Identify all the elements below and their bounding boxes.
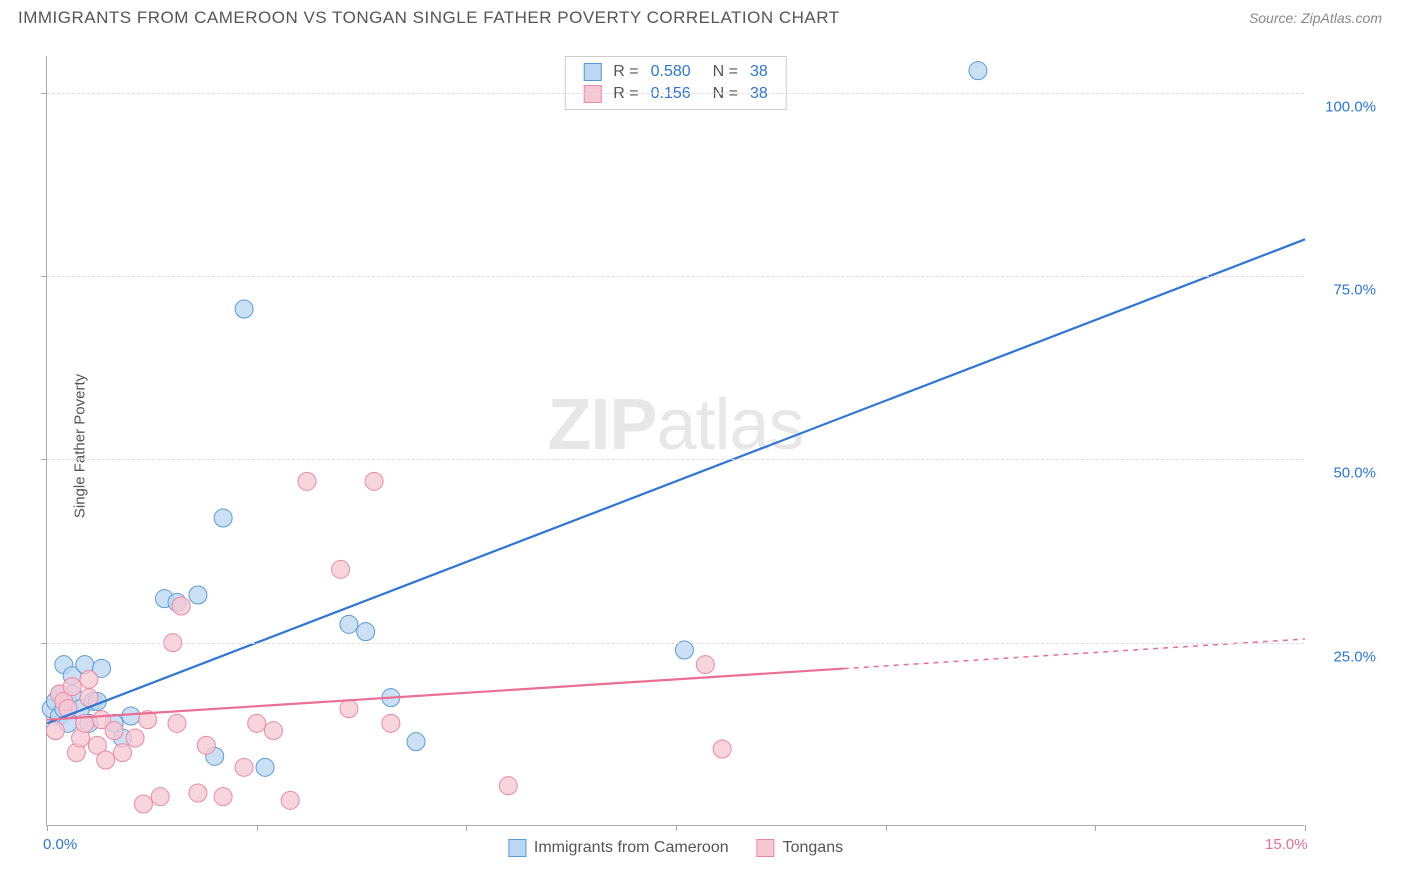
correlation-legend-row: R = 0.580 N = 38: [565, 61, 785, 83]
source-label: Source: ZipAtlas.com: [1249, 10, 1382, 26]
scatter-point: [357, 623, 375, 641]
r-label: R =: [613, 63, 638, 81]
legend-swatch: [583, 85, 601, 103]
scatter-point: [248, 714, 266, 732]
legend-swatch: [583, 63, 601, 81]
scatter-point: [969, 62, 987, 80]
scatter-point: [382, 714, 400, 732]
correlation-legend: R = 0.580 N = 38 R = 0.156 N = 38: [564, 56, 786, 110]
scatter-point: [189, 586, 207, 604]
scatter-point: [365, 472, 383, 490]
scatter-point: [63, 678, 81, 696]
y-tick-label: 25.0%: [1333, 648, 1376, 665]
scatter-point: [197, 736, 215, 754]
scatter-svg: [47, 56, 1304, 825]
x-tick-mark: [886, 825, 887, 831]
series-legend: Immigrants from Cameroon Tongans: [508, 839, 843, 857]
scatter-point: [189, 784, 207, 802]
scatter-point: [151, 788, 169, 806]
legend-swatch: [508, 839, 526, 857]
scatter-point: [696, 656, 714, 674]
r-label: R =: [613, 85, 638, 103]
scatter-point: [499, 777, 517, 795]
scatter-point: [126, 729, 144, 747]
y-tick-mark: [41, 276, 47, 277]
gridline: [47, 459, 1304, 460]
y-tick-mark: [41, 643, 47, 644]
scatter-point: [172, 597, 190, 615]
scatter-point: [281, 791, 299, 809]
scatter-point: [235, 758, 253, 776]
scatter-point: [134, 795, 152, 813]
x-tick-mark: [466, 825, 467, 831]
series-name: Immigrants from Cameroon: [534, 839, 729, 857]
series-legend-item: Tongans: [757, 839, 844, 857]
series-name: Tongans: [783, 839, 844, 857]
n-label: N =: [713, 85, 738, 103]
y-tick-mark: [41, 459, 47, 460]
scatter-point: [256, 758, 274, 776]
scatter-point: [407, 733, 425, 751]
scatter-point: [235, 300, 253, 318]
scatter-point: [340, 615, 358, 633]
scatter-point: [675, 641, 693, 659]
series-legend-item: Immigrants from Cameroon: [508, 839, 729, 857]
x-tick-mark: [676, 825, 677, 831]
x-tick-mark: [257, 825, 258, 831]
scatter-point: [214, 788, 232, 806]
x-tick-mark: [47, 825, 48, 831]
chart-plot-area: ZIPatlas R =0.580N =38R =0.156N =38 Immi…: [46, 56, 1304, 826]
chart-title: IMMIGRANTS FROM CAMEROON VS TONGAN SINGL…: [18, 8, 840, 28]
scatter-point: [113, 744, 131, 762]
x-tick-mark: [1305, 825, 1306, 831]
scatter-point: [46, 722, 64, 740]
scatter-point: [168, 714, 186, 732]
scatter-point: [340, 700, 358, 718]
r-value: 0.580: [651, 63, 701, 81]
scatter-point: [214, 509, 232, 527]
gridline: [47, 276, 1304, 277]
y-tick-label: 50.0%: [1333, 465, 1376, 482]
x-tick-mark: [1095, 825, 1096, 831]
scatter-point: [122, 707, 140, 725]
scatter-point: [264, 722, 282, 740]
legend-swatch: [757, 839, 775, 857]
gridline: [47, 93, 1304, 94]
scatter-point: [80, 670, 98, 688]
n-value: 38: [750, 85, 768, 103]
scatter-point: [298, 472, 316, 490]
y-tick-mark: [41, 93, 47, 94]
r-value: 0.156: [651, 85, 701, 103]
y-tick-label: 100.0%: [1325, 98, 1376, 115]
n-value: 38: [750, 63, 768, 81]
correlation-legend-row: R = 0.156 N = 38: [565, 83, 785, 105]
scatter-point: [105, 722, 123, 740]
x-tick-label: 15.0%: [1265, 836, 1308, 853]
n-label: N =: [713, 63, 738, 81]
y-tick-label: 75.0%: [1333, 282, 1376, 299]
gridline: [47, 643, 1304, 644]
scatter-point: [97, 751, 115, 769]
scatter-point: [332, 560, 350, 578]
x-tick-label: 0.0%: [43, 836, 77, 853]
scatter-point: [713, 740, 731, 758]
